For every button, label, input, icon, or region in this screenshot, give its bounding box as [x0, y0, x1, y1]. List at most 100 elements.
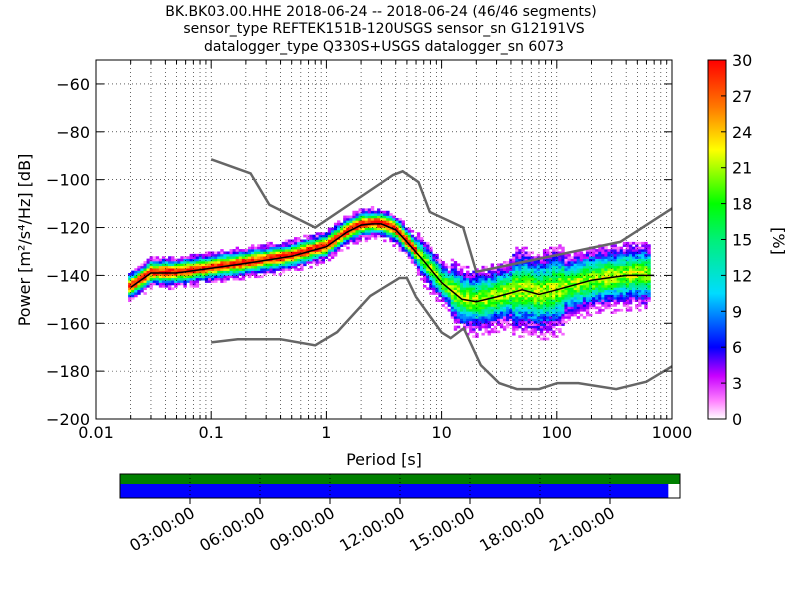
heatmap-cell [392, 225, 396, 228]
heatmap-cell [376, 220, 381, 224]
heatmap-cell [647, 280, 651, 283]
heatmap-cell [214, 253, 218, 257]
heatmap-cell [459, 284, 464, 288]
heatmap-cell [589, 282, 593, 286]
heatmap-cell [481, 323, 485, 326]
heatmap-cell [533, 316, 538, 319]
heatmap-cell [164, 273, 169, 276]
heatmap-cell [192, 282, 197, 286]
heatmap-cell [297, 249, 301, 252]
heatmap-cell [502, 277, 507, 281]
heatmap-cell [149, 256, 153, 259]
heatmap-cell [346, 237, 350, 240]
heatmap-cell [607, 268, 611, 271]
heatmap-cell [208, 275, 212, 279]
heatmap-cell [367, 227, 372, 231]
heatmap-cell [466, 308, 470, 312]
heatmap-cell [576, 273, 581, 276]
heatmap-cell [260, 256, 264, 259]
heatmap-cell [478, 277, 482, 281]
heatmap-cell [601, 294, 605, 298]
heatmap-cell [632, 284, 636, 288]
heatmap-cell [545, 251, 550, 255]
heatmap-cell [429, 292, 433, 295]
heatmap-cell [186, 268, 190, 271]
heatmap-cell [589, 268, 593, 271]
heatmap-cell [512, 277, 516, 281]
heatmap-cell [509, 304, 513, 307]
heatmap-cell [490, 287, 495, 291]
heatmap-cell [632, 294, 636, 298]
heatmap-cell [257, 275, 261, 279]
heatmap-cell [211, 253, 215, 257]
heatmap-cell [558, 270, 562, 274]
heatmap-cell [168, 265, 172, 269]
heatmap-cell [506, 275, 510, 279]
heatmap-cell [444, 287, 448, 291]
heatmap-cell [475, 280, 479, 283]
heatmap-cell [257, 251, 261, 255]
heatmap-cell [447, 301, 452, 305]
heatmap-cell [558, 244, 562, 247]
heatmap-cell [570, 261, 574, 264]
heatmap-cell [487, 311, 491, 314]
heatmap-cell [564, 296, 568, 300]
heatmap-cell [450, 316, 455, 319]
heatmap-cell [509, 301, 513, 305]
heatmap-cell [582, 306, 587, 310]
heatmap-cell [269, 263, 273, 267]
heatmap-cell [592, 268, 596, 271]
heatmap-cell [509, 265, 513, 269]
heatmap-cell [463, 282, 467, 286]
heatmap-cell [453, 318, 458, 322]
heatmap-cell [441, 299, 445, 303]
heatmap-cell [201, 261, 206, 264]
heatmap-cell [453, 296, 458, 300]
heatmap-cell [158, 268, 163, 271]
heatmap-cell [269, 249, 273, 252]
heatmap-cell [429, 251, 433, 255]
heatmap-cell [518, 251, 522, 255]
heatmap-cell [536, 304, 541, 307]
heatmap-cell [189, 258, 193, 262]
heatmap-cell [613, 270, 617, 274]
heatmap-cell [549, 292, 553, 295]
heatmap-cell [490, 318, 495, 322]
heatmap-cell [509, 258, 513, 262]
heatmap-cell [306, 261, 310, 264]
heatmap-cell [632, 268, 636, 271]
heatmap-cell [192, 256, 197, 259]
heatmap-cell [294, 263, 298, 267]
heatmap-cell [321, 249, 326, 252]
heatmap-cell [561, 282, 565, 286]
heatmap-cell [515, 246, 519, 250]
heatmap-cell [515, 251, 519, 255]
heatmap-cell [515, 313, 519, 317]
heatmap-cell [478, 282, 482, 286]
heatmap-cell [158, 258, 163, 262]
heatmap-cell [622, 263, 627, 267]
heatmap-cell [266, 256, 270, 259]
heatmap-cell [561, 313, 565, 317]
heatmap-cell [589, 294, 593, 298]
heatmap-cell [558, 304, 562, 307]
heatmap-cell [487, 273, 491, 276]
heatmap-cell [223, 263, 227, 267]
heatmap-cell [589, 292, 593, 295]
heatmap-cell [481, 287, 485, 291]
heatmap-cell [272, 273, 276, 276]
heatmap-cell [632, 265, 636, 269]
heatmap-cell [410, 258, 415, 262]
heatmap-cell [456, 308, 461, 312]
heatmap-cell [564, 306, 568, 310]
heatmap-cell [407, 256, 412, 259]
heatmap-cell [515, 277, 519, 281]
heatmap-cell [585, 289, 590, 293]
heatmap-cell [493, 296, 498, 300]
heatmap-cell [186, 258, 190, 262]
heatmap-cell [383, 239, 387, 243]
heatmap-cell [496, 268, 501, 271]
heatmap-cell [401, 246, 405, 250]
heatmap-cell [469, 284, 473, 288]
heatmap-cell [208, 258, 212, 262]
